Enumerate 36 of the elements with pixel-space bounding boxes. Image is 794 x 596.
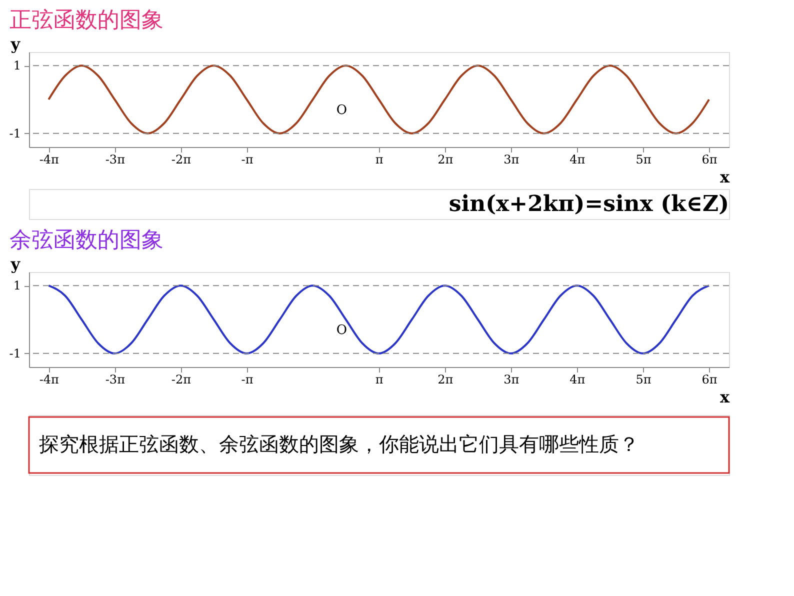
x-tick-label: 4π bbox=[570, 372, 586, 386]
x-tick-label: 6π bbox=[702, 152, 718, 166]
y-axis-title: y bbox=[10, 254, 21, 274]
x-tick-label: 5π bbox=[636, 152, 652, 166]
y-tick-label: -1 bbox=[9, 346, 21, 360]
text: 探究根据正弦函数、余弦函数的图象，你能说出它们具有哪些性质？ bbox=[39, 432, 639, 456]
annotation: O bbox=[336, 103, 347, 118]
x-tick-label: -2π bbox=[171, 152, 192, 166]
x-tick-label: -π bbox=[241, 372, 254, 386]
x-tick-label: -4π bbox=[39, 372, 60, 386]
x-tick-label: 6π bbox=[702, 372, 718, 386]
chart-title: 正弦函数的图象 bbox=[9, 8, 164, 33]
x-tick-label: -2π bbox=[171, 372, 192, 386]
x-tick-label: -π bbox=[241, 152, 254, 166]
x-tick-label: 2π bbox=[438, 372, 454, 386]
x-tick-label: 3π bbox=[504, 372, 520, 386]
x-tick-label: 2π bbox=[438, 152, 454, 166]
x-tick-label: 4π bbox=[570, 152, 586, 166]
y-tick-label: 1 bbox=[13, 278, 21, 293]
x-tick-label: -4π bbox=[39, 152, 60, 166]
x-tick-label: π bbox=[375, 152, 384, 166]
x-tick-label: 3π bbox=[504, 152, 520, 166]
x-tick-label: π bbox=[375, 372, 384, 386]
annotation: O bbox=[336, 323, 347, 338]
chart-title: 余弦函数的图象 bbox=[9, 228, 164, 253]
line-series bbox=[48, 64, 710, 134]
text: sin(x+2kπ)=sinx (k∈Z) bbox=[448, 191, 729, 217]
x-axis-title: x bbox=[720, 388, 730, 406]
x-axis-title: x bbox=[720, 168, 730, 186]
x-tick-label: 5π bbox=[636, 372, 652, 386]
y-axis-title: y bbox=[10, 34, 21, 54]
line-series bbox=[48, 284, 710, 354]
y-tick-label: -1 bbox=[9, 126, 21, 140]
x-tick-label: -3π bbox=[105, 152, 126, 166]
y-tick-label: 1 bbox=[13, 58, 21, 73]
x-tick-label: -3π bbox=[105, 372, 126, 386]
